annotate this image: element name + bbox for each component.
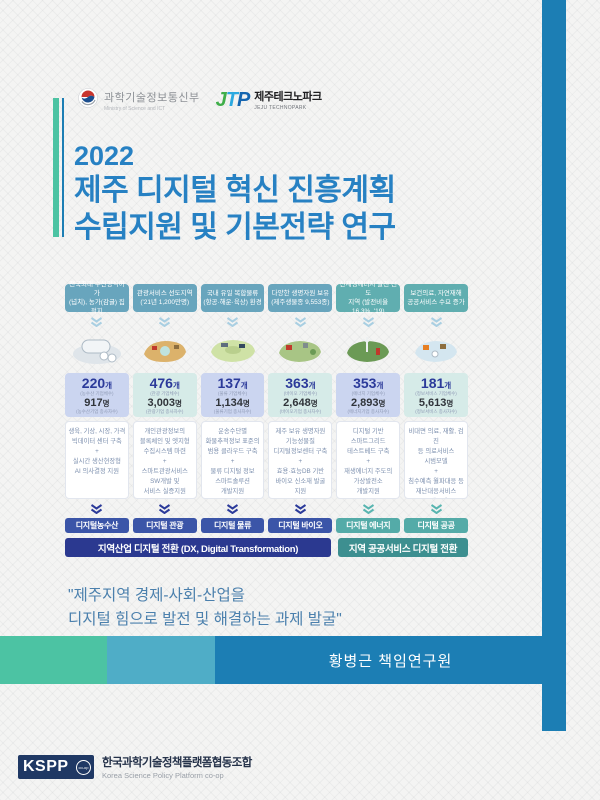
band-teal-segment [107, 636, 215, 684]
double-chevron-down-icon [336, 316, 400, 327]
infographic-columns: 전국최대 수산양식어가 (넙치), 농가(감귤) 집적지 220개 (농수산 기… [65, 281, 468, 533]
column-header: 신재생에너지 발전 선도 지역 (발전비율 16.3%, '19) [336, 281, 401, 315]
footer-org-name-en: Korea Science Policy Platform co-op [102, 771, 224, 780]
ministry-logo: 과학기술정보통신부 Ministry of Science and ICT [78, 88, 200, 113]
column-bio: 다양한 생명자원 보유 (제주생물종 9,553종) 363개 (바이오 기업체… [268, 284, 333, 533]
jtp-initials-icon: JTP [215, 88, 251, 111]
kspp-logo-text: KSPP [23, 758, 69, 775]
stats-box: 220개 (농수산 기업체수) 917명 (농수산기업 종사자수) [65, 373, 129, 417]
double-chevron-down-icon [65, 316, 129, 327]
island-illustration-tourism-icon [133, 331, 197, 369]
title-line2: 수립지원 및 기본전략 연구 [74, 211, 396, 245]
title-year: 2022 [74, 141, 135, 171]
double-chevron-down-icon [268, 503, 332, 514]
initiatives-text: 제주 보유 생명자원 기능성물질 디지털정보센터 구축 + 효용·효능DB 기반… [268, 421, 333, 499]
double-chevron-down-icon [201, 316, 265, 327]
category-tag: 디지털 공공 [404, 518, 468, 533]
public-dx-bar: 지역 공공서비스 디지털 전환 [338, 538, 468, 557]
quote-text: "제주지역 경제-사회-산업을 디지털 힘으로 발전 및 해결하는 과제 발굴" [68, 587, 342, 629]
ministry-name-en: Ministry of Science and ICT [104, 106, 166, 112]
stats-box: 353개 (에너지 기업체수) 2,893명 (에너지기업 종사자수) [336, 373, 401, 417]
island-illustration-bio-icon [268, 331, 332, 369]
column-header: 전국최대 수산양식어가 (넙치), 농가(감귤) 집적지 [65, 281, 129, 315]
double-chevron-down-icon [133, 503, 197, 514]
column-header: 국내 유일 복합물류 (항공·해운·육상) 환경 [200, 284, 265, 312]
transformation-bars: 지역산업 디지털 전환 (DX, Digital Transformation)… [65, 538, 468, 557]
jtp-name: 제주테크노파크 [254, 91, 322, 103]
double-chevron-down-icon [201, 503, 265, 514]
category-tag: 디지털 바이오 [268, 518, 333, 533]
band-green-segment [0, 636, 107, 684]
stats-box: 476개 (관광 기업체수) 3,003명 (관광기업 종사자수) [132, 373, 197, 417]
ministry-name: 과학기술정보통신부 [104, 92, 200, 104]
title-block: 2022 제주 디지털 혁신 진흥계획 수립지원 및 기본전략 연구 [74, 141, 396, 246]
left-accent-green-bar [53, 98, 59, 237]
title-line1: 제주 디지털 혁신 진흥계획 [74, 174, 396, 208]
island-illustration-logistics-icon [201, 331, 265, 369]
double-chevron-down-icon [404, 503, 468, 514]
initiatives-text: 생육, 기상, 시장, 가격 빅데이터 센터 구축 + 실시간 생산현장형 AI… [65, 421, 129, 499]
author-name: 황병근 책임연구원 [328, 652, 453, 670]
jtp-name-en: JEJU TECHNOPARK [254, 105, 307, 111]
coop-badge-icon: co-op [76, 759, 91, 775]
island-illustration-energy-icon [336, 331, 400, 369]
island-illustration-agri-icon [65, 331, 129, 369]
footer-org-name: 한국과학기술정책플랫폼협동조합 [102, 757, 252, 769]
double-chevron-down-icon [268, 316, 332, 327]
column-header: 보건의료, 자연재해 공공서비스 수요 증가 [404, 284, 468, 312]
initiatives-text: 비대면 의료, 재활, 검진 등 의료서비스 시범모델 + 침수예측 월파대응 … [404, 421, 468, 499]
industry-dx-bar: 지역산업 디지털 전환 (DX, Digital Transformation) [65, 538, 331, 557]
right-blue-stripe [542, 0, 566, 731]
jtp-logo: JTP 제주테크노파크 JEJU TECHNOPARK [215, 88, 323, 112]
double-chevron-down-icon [404, 316, 468, 327]
stats-box: 363개 (바이오 기업체수) 2,648명 (바이오기업 종사자수) [268, 373, 333, 417]
stats-box: 181개 (정보서비스 기업체수) 5,613명 (정보서비스 종사자수) [404, 373, 468, 417]
column-tourism: 관광서비스 선도지역 ('21년 1,200만명) 476개 (관광 기업체수)… [132, 284, 197, 533]
footer: KSPP co-op 한국과학기술정책플랫폼협동조합 Korea Science… [18, 754, 252, 780]
logo-row: 과학기술정보통신부 Ministry of Science and ICT JT… [78, 88, 322, 113]
author-band: 황병근 책임연구원 [0, 636, 566, 684]
category-tag: 디지털농수산 [65, 518, 129, 533]
initiatives-text: 디지털 기반 스마트그리드 테스트베드 구축 + 재생에너지 주도의 가상발전소… [336, 421, 401, 499]
column-header: 다양한 생명자원 보유 (제주생물종 9,553종) [268, 284, 333, 312]
band-blue-segment: 황병근 책임연구원 [215, 636, 566, 684]
category-tag: 디지털 에너지 [336, 518, 401, 533]
initiatives-text: 운송수단별 화물추적정보 표준의 범용 클라우드 구축 + 물류 디지털 정보 … [200, 421, 265, 499]
double-chevron-down-icon [133, 316, 197, 327]
initiatives-text: 개인관광정보의 블록체인 및 엣지형 수집시스템 마련 + 스마트관광서비스 S… [132, 421, 197, 499]
island-illustration-public-icon [404, 331, 468, 369]
stats-box: 137개 (물류 기업체수) 1,134명 (물류기업 종사자수) [200, 373, 265, 417]
ministry-emblem-icon [78, 88, 98, 113]
column-public: 보건의료, 자연재해 공공서비스 수요 증가 181개 (정보서비스 기업체수)… [404, 284, 468, 533]
left-accent-blue-bar [62, 98, 64, 237]
double-chevron-down-icon [65, 503, 129, 514]
category-tag: 디지털 관광 [132, 518, 197, 533]
column-agri-fishery: 전국최대 수산양식어가 (넙치), 농가(감귤) 집적지 220개 (농수산 기… [65, 281, 129, 533]
column-energy: 신재생에너지 발전 선도 지역 (발전비율 16.3%, '19) 353개 (… [336, 281, 401, 533]
kspp-logo: KSPP co-op [18, 755, 94, 779]
double-chevron-down-icon [336, 503, 400, 514]
column-header: 관광서비스 선도지역 ('21년 1,200만명) [132, 284, 197, 312]
column-logistics: 국내 유일 복합물류 (항공·해운·육상) 환경 137개 (물류 기업체수) … [200, 284, 265, 533]
jeju-digital-infographic: 전국최대 수산양식어가 (넙치), 농가(감귤) 집적지 220개 (농수산 기… [65, 281, 468, 557]
category-tag: 디지털 물류 [200, 518, 265, 533]
